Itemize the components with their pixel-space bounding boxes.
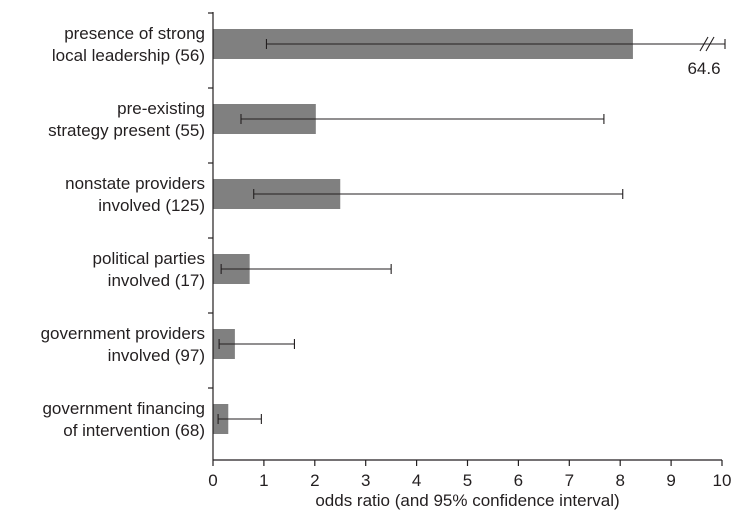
category-label-line: political parties bbox=[93, 249, 205, 268]
category-label-line: presence of strong bbox=[64, 24, 205, 43]
category-labels-group: presence of strong local leadership (56)p… bbox=[41, 24, 205, 440]
category-label-line: involved (125) bbox=[98, 196, 205, 215]
category-label-line: involved (17) bbox=[108, 271, 205, 290]
category-label-line: of intervention (68) bbox=[63, 421, 205, 440]
x-tick-label: 0 bbox=[208, 471, 217, 490]
axis-break-mark bbox=[699, 36, 709, 52]
error-bars-group bbox=[217, 39, 726, 424]
x-tick-label: 6 bbox=[514, 471, 523, 490]
axis-break-group: 64.6 bbox=[687, 36, 721, 78]
category-label-line: nonstate providers bbox=[65, 174, 205, 193]
x-tick-label: 4 bbox=[412, 471, 421, 490]
axes-group bbox=[212, 12, 722, 461]
category-label: political parties involved (17) bbox=[93, 249, 205, 290]
category-label-line: government financing bbox=[42, 399, 205, 418]
x-tick-label: 2 bbox=[310, 471, 319, 490]
x-tick-label: 3 bbox=[361, 471, 370, 490]
category-label-line: strategy present (55) bbox=[48, 121, 205, 140]
x-tick-label: 1 bbox=[259, 471, 268, 490]
category-label: presence of strong local leadership (56) bbox=[52, 24, 205, 65]
category-label-line: government providers bbox=[41, 324, 205, 343]
axis-break-mark bbox=[705, 36, 715, 52]
category-label: government financing of intervention (68) bbox=[42, 399, 205, 440]
category-label-line: local leadership (56) bbox=[52, 46, 205, 65]
bars-group bbox=[213, 29, 633, 434]
category-label: nonstate providers involved (125) bbox=[65, 174, 205, 215]
category-label-line: involved (97) bbox=[108, 346, 205, 365]
x-axis-title: odds ratio (and 95% confidence interval) bbox=[315, 491, 619, 510]
axis-break-label: 64.6 bbox=[687, 59, 720, 78]
category-label: pre-existing strategy present (55) bbox=[48, 99, 205, 140]
x-tick-label: 8 bbox=[615, 471, 624, 490]
category-label: government providers involved (97) bbox=[41, 324, 205, 365]
x-tick-label: 9 bbox=[666, 471, 675, 490]
x-tick-label: 7 bbox=[565, 471, 574, 490]
category-label-line: pre-existing bbox=[117, 99, 205, 118]
x-tick-label: 5 bbox=[463, 471, 472, 490]
x-ticks-group: 0 1 2 3 4 5 6 7 8 9 10 bbox=[208, 12, 732, 490]
x-tick-label: 10 bbox=[713, 471, 732, 490]
